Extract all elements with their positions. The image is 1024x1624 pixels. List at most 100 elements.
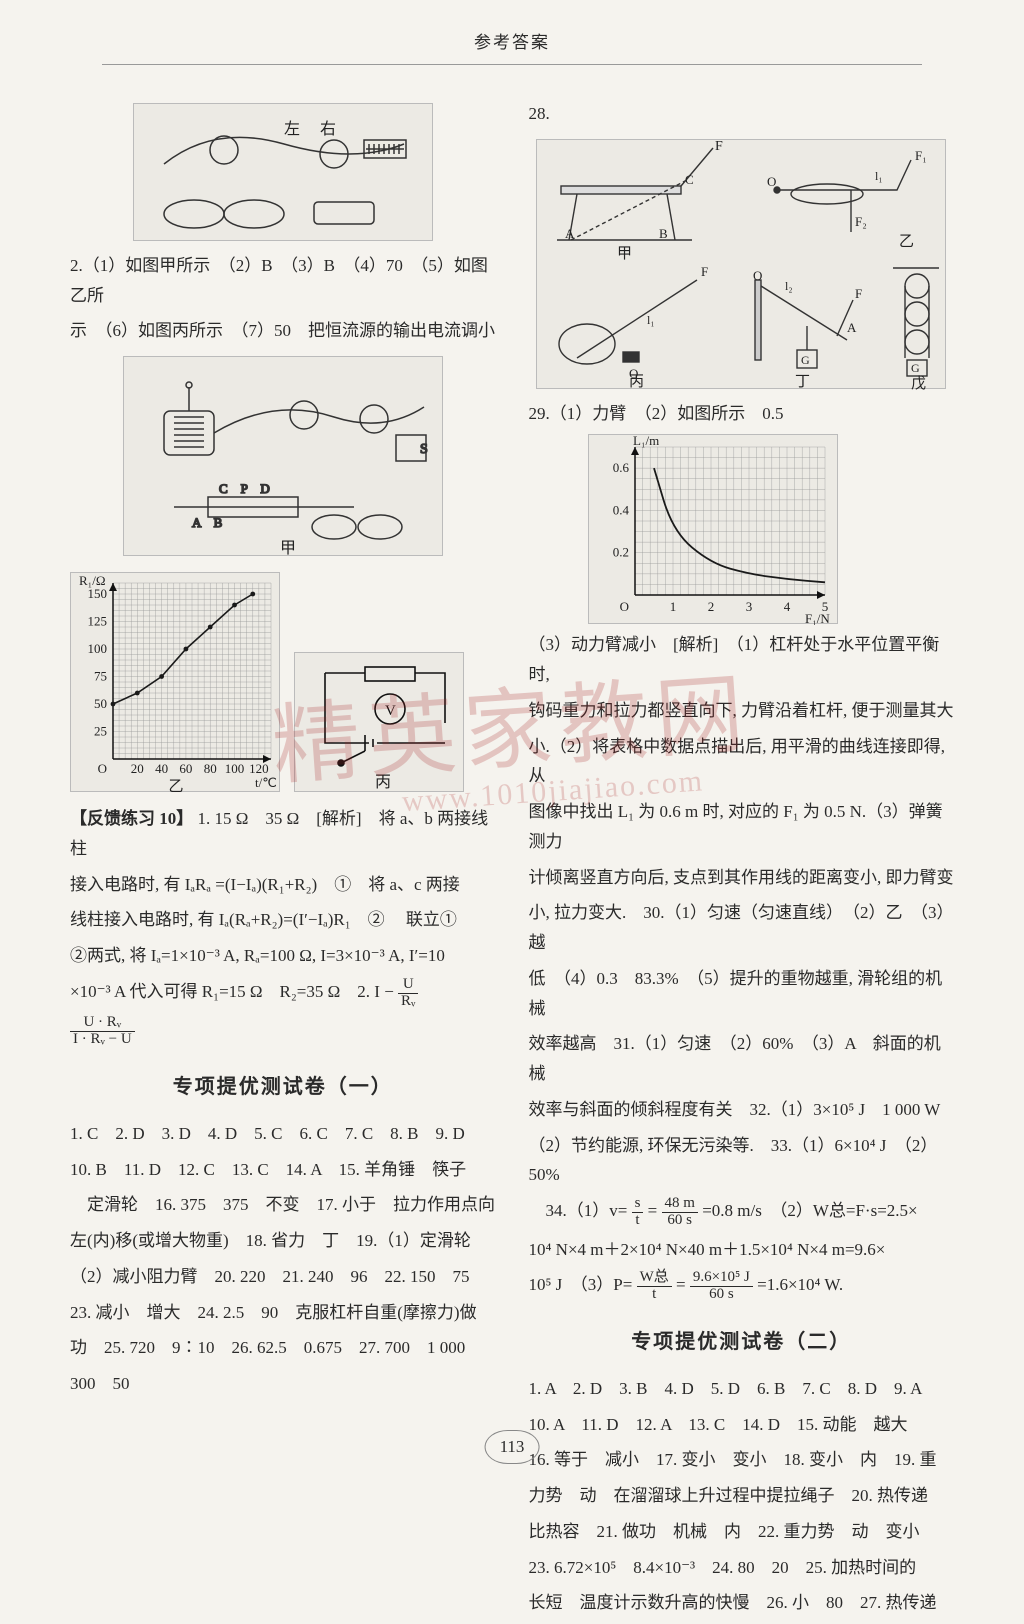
q34-mid: =0.8 m/s （2）W总=F·s=2.5×: [702, 1201, 917, 1220]
fankui-frac2-den: I · Rᵥ − U: [70, 1032, 135, 1048]
q34-f1d: t: [632, 1213, 644, 1229]
fankui-block: 【反馈练习 10】 1. 15 Ω 35 Ω [解析] 将 a、b 两接线柱: [70, 804, 496, 864]
t2-l7: 长短 温度计示数升高的快慢 26. 小 80 27. 热传递: [528, 1588, 954, 1618]
t1-l4: 左(内)移(或增大物重) 18. 省力 丁 19.（1）定滑轮: [70, 1226, 496, 1256]
fankui-l4: ②两式, 将 Iₐ=1×10⁻³ A, Rₐ=100 Ω, I=3×10⁻³ A…: [70, 941, 496, 971]
section2-title: 专项提优测试卷（二）: [528, 1325, 954, 1360]
svg-text:V: V: [385, 703, 396, 719]
svg-text:G: G: [911, 361, 920, 375]
svg-text:F: F: [701, 264, 708, 279]
q34-f2d: 60 s: [662, 1213, 698, 1229]
svg-text:75: 75: [94, 669, 107, 684]
svg-text:l₁: l₁: [875, 169, 883, 183]
svg-text:1: 1: [670, 599, 677, 614]
t2-l4: 力势 动 在溜溜球上升过程中提拉绳子 20. 热传递: [528, 1481, 954, 1511]
q29-p10: （2）节约能源, 环保无污染等. 33.（1）6×10⁴ J （2）50%: [528, 1131, 954, 1191]
svg-text:150: 150: [88, 586, 108, 601]
t1-l1: 1. C 2. D 3. D 4. D 5. C 6. C 7. C 8. B …: [70, 1119, 496, 1149]
svg-text:O: O: [98, 761, 107, 776]
q29-p7: 低 （4）0.3 83.3% （5）提升的重物越重, 滑轮组的机械: [528, 964, 954, 1024]
svg-text:G: G: [801, 353, 810, 367]
column-divider: [512, 93, 513, 1624]
svg-text:B: B: [659, 226, 668, 241]
q34-eq3: =: [676, 1275, 686, 1294]
svg-text:丙: 丙: [629, 374, 644, 390]
q34-l2: 10⁴ N×4 m＋2×10⁴ N×40 m＋1.5×10⁴ N×4 m=9.6…: [528, 1235, 954, 1265]
svg-text:0.2: 0.2: [613, 545, 629, 560]
q34-eq1: =: [648, 1201, 658, 1220]
q2-line1: 2.（1）如图甲所示 （2）B （3）B （4）70 （5）如图乙所: [70, 251, 496, 311]
section1-title: 专项提优测试卷（一）: [70, 1070, 496, 1105]
svg-text:0.4: 0.4: [613, 503, 630, 518]
svg-text:乙: 乙: [899, 234, 914, 250]
fankui-title: 【反馈练习 10】: [70, 809, 193, 828]
svg-text:t/℃: t/℃: [255, 775, 277, 790]
svg-text:3: 3: [746, 599, 753, 614]
t1-l6: 23. 减小 增大 24. 2.5 90 克服杠杆自重(摩擦力)做: [70, 1298, 496, 1328]
q34-f2n: 48 m: [662, 1196, 698, 1213]
t2-l3: 16. 等于 减小 17. 变小 变小 18. 变小 内 19. 重: [528, 1445, 954, 1475]
t1-l3: 定滑轮 16. 375 375 不变 17. 小于 拉力作用点向: [70, 1190, 496, 1220]
left-column: 左 右 2.（1）如图甲所示 （2）B （3）B （4）70 （5）如图乙所 示…: [58, 93, 508, 1624]
q28-label: 28.: [528, 99, 954, 129]
svg-text:0.6: 0.6: [613, 460, 630, 475]
svg-text:F: F: [855, 286, 862, 301]
svg-text:25: 25: [94, 724, 107, 739]
chart-yi: 20406080100120255075100125150Ot/℃R₁/Ω乙: [70, 572, 280, 792]
svg-text:F₂: F₂: [855, 214, 867, 229]
svg-text:F: F: [715, 140, 723, 154]
t2-l2: 10. A 11. D 12. A 13. C 14. D 15. 动能 越大: [528, 1410, 954, 1440]
fankui-frac1-den: Rᵥ: [398, 994, 418, 1010]
fankui-frac2: U · Rᵥ I · Rᵥ − U: [70, 1015, 135, 1048]
svg-text:C P D: C P D: [219, 481, 270, 496]
q29-p1: （3）动力臂减小 [解析] （1）杠杆处于水平位置平衡时,: [528, 630, 954, 690]
q34-f4d: 60 s: [690, 1287, 753, 1303]
t1-l5: （2）减小阻力臂 20. 220 21. 240 96 22. 150 75: [70, 1262, 496, 1292]
q29-p8: 效率越高 31.（1）匀速 （2）60% （3）A 斜面的机械: [528, 1029, 954, 1089]
right-column: 28. F C A B 甲 F₁: [516, 93, 966, 1624]
q34-f3d: t: [637, 1287, 672, 1303]
figure-bing-schematic: V 丙: [294, 652, 464, 792]
svg-text:丁: 丁: [795, 374, 810, 390]
figure-circuit-jia: C P D A B S 甲: [123, 356, 443, 556]
svg-text:l₂: l₂: [785, 279, 793, 293]
fankui-l3: 线柱接入电路时, 有 Iₐ(Rₐ+R₂)=(I′−Iₐ)R₁ ② 联立①: [70, 905, 496, 935]
svg-text:80: 80: [204, 761, 217, 776]
svg-text:100: 100: [88, 641, 108, 656]
t1-l8: 300 50: [70, 1369, 496, 1399]
q34-l1: 34.（1）v= st = 48 m60 s =0.8 m/s （2）W总=F·…: [528, 1196, 954, 1229]
svg-text:O: O: [620, 599, 629, 614]
svg-text:F₁/N: F₁/N: [805, 611, 830, 625]
svg-text:S: S: [420, 442, 428, 457]
q29-p3: 小.（2）将表格中数据点描出后, 用平滑的曲线连接即得, 从: [528, 732, 954, 792]
svg-text:A: A: [847, 320, 857, 335]
fig1-label-right: 右: [320, 120, 336, 138]
t2-l5: 比热容 21. 做功 机械 内 22. 重力势 动 变小: [528, 1517, 954, 1547]
chart-29: 123450.20.40.6OF₁/NL₁/m: [588, 434, 838, 624]
svg-text:50: 50: [94, 696, 107, 711]
svg-text:125: 125: [88, 614, 108, 629]
q29-line1: 29.（1）力臂 （2）如图所示 0.5: [528, 399, 954, 429]
fankui-frac2-num: U · Rᵥ: [70, 1015, 135, 1032]
fankui-l5: ×10⁻³ A 代入可得 R₁=15 Ω R₂=35 Ω 2. I − U Rᵥ: [70, 977, 496, 1010]
q2-line2: 示 （6）如图丙所示 （7）50 把恒流源的输出电流调小: [70, 316, 496, 346]
svg-text:4: 4: [784, 599, 791, 614]
svg-text:C: C: [685, 172, 694, 187]
q34-f3n: W总: [637, 1270, 672, 1287]
q29-p2: 钩码重力和拉力都竖直向下, 力臂沿着杠杆, 便于测量其大: [528, 696, 954, 726]
svg-text:60: 60: [179, 761, 192, 776]
svg-text:20: 20: [131, 761, 144, 776]
svg-text:2: 2: [708, 599, 715, 614]
fankui-l5-text: ×10⁻³ A 代入可得 R₁=15 Ω R₂=35 Ω 2. I −: [70, 982, 398, 1001]
svg-text:丙: 丙: [375, 774, 391, 791]
svg-text:A B: A B: [192, 515, 223, 530]
q34-f4n: 9.6×10⁵ J: [690, 1270, 753, 1287]
q29-p5: 计倾离竖直方向后, 支点到其作用线的距离变小, 即力臂变: [528, 863, 954, 893]
q34-end: =1.6×10⁴ W.: [757, 1275, 843, 1294]
figure-circuit-1: 左 右: [133, 103, 433, 241]
page-header-title: 参考答案: [474, 33, 550, 52]
svg-text:O: O: [767, 174, 776, 189]
q29-p4: 图像中找出 L₁ 为 0.6 m 时, 对应的 F₁ 为 0.5 N.（3）弹簧…: [528, 797, 954, 857]
t1-l7: 功 25. 720 9∶10 26. 62.5 0.675 27. 700 1 …: [70, 1333, 496, 1363]
svg-text:l₁: l₁: [647, 313, 655, 327]
